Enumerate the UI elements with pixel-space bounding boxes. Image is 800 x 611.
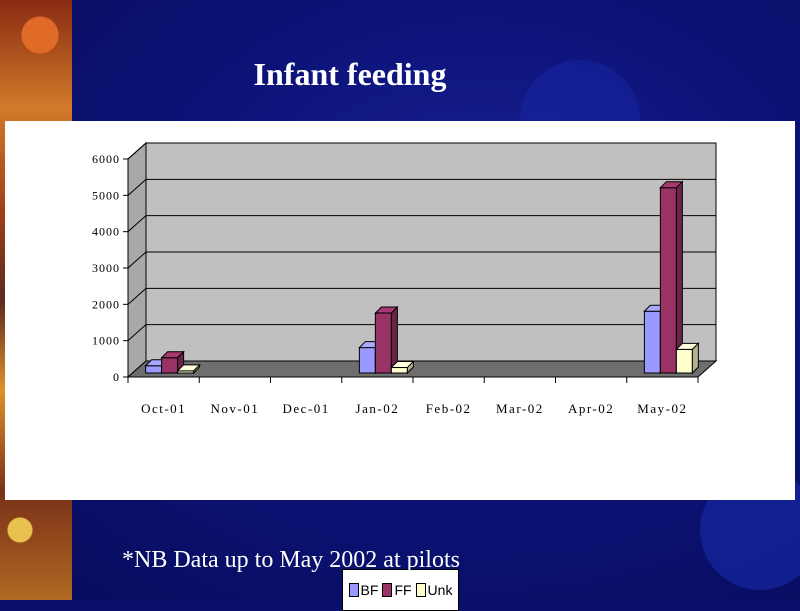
y-tick-label: 0 (113, 370, 120, 384)
bar-ff-front (659, 187, 677, 374)
x-tick-label: May-02 (637, 401, 687, 416)
y-tick-label: 5000 (92, 188, 120, 202)
y-tick-label: 2000 (92, 297, 120, 311)
bar-unk-front (675, 348, 693, 374)
bar-bf-front (358, 347, 376, 374)
legend-swatch-unk (415, 583, 426, 597)
bar-bf-front (145, 365, 163, 374)
bar-unk-side (193, 363, 201, 375)
gridline (127, 142, 716, 160)
bar-unk-side (691, 342, 699, 375)
bar-ff-front (374, 312, 392, 374)
y-tick-label: 3000 (92, 261, 120, 275)
bar-chart: 0 1000 2000 3000 4000 5000 6000 Oct-01 Nov-01 Dec… (92, 141, 718, 416)
x-tick-label: Nov-01 (211, 401, 260, 416)
gridline (127, 215, 716, 233)
plot-floor (126, 360, 718, 378)
legend-swatch-ff (382, 583, 393, 597)
x-tick-label: Oct-01 (141, 401, 186, 416)
legend-item-unk: Unk (415, 582, 453, 598)
legend-label-ff: FF (394, 582, 412, 598)
bar-unk-side (406, 360, 414, 375)
bar-bf-front (643, 310, 661, 374)
legend-swatch-bf (348, 583, 359, 597)
y-tick-label: 6000 (92, 152, 120, 166)
x-tick-label: Apr-02 (568, 401, 614, 416)
x-tick-label: Jan-02 (356, 401, 400, 416)
x-tick-label: Dec-01 (282, 401, 329, 416)
legend-item-bf: BF (348, 582, 379, 598)
x-tick-label: Feb-02 (426, 401, 472, 416)
gridline (127, 324, 716, 342)
gridline (127, 178, 716, 196)
gridline (127, 287, 716, 305)
y-tick-label: 4000 (92, 225, 120, 239)
chart-legend: BF FF Unk (342, 569, 459, 611)
y-tick-label: 1000 (92, 334, 120, 348)
bar-unk-front (390, 367, 408, 374)
chart-panel: 0 1000 2000 3000 4000 5000 6000 Oct-01 Nov-01 Dec… (5, 121, 795, 611)
legend-label-unk: Unk (427, 582, 453, 598)
x-tick-label: Mar-02 (496, 401, 544, 416)
footnote: *NB Data up to May 2002 at pilots (122, 547, 460, 573)
slide-title: Infant feeding (253, 56, 447, 92)
legend-item-ff: FF (382, 582, 412, 598)
legend-label-bf: BF (360, 582, 379, 598)
gridline (127, 251, 716, 269)
bar-ff-front (161, 357, 179, 374)
